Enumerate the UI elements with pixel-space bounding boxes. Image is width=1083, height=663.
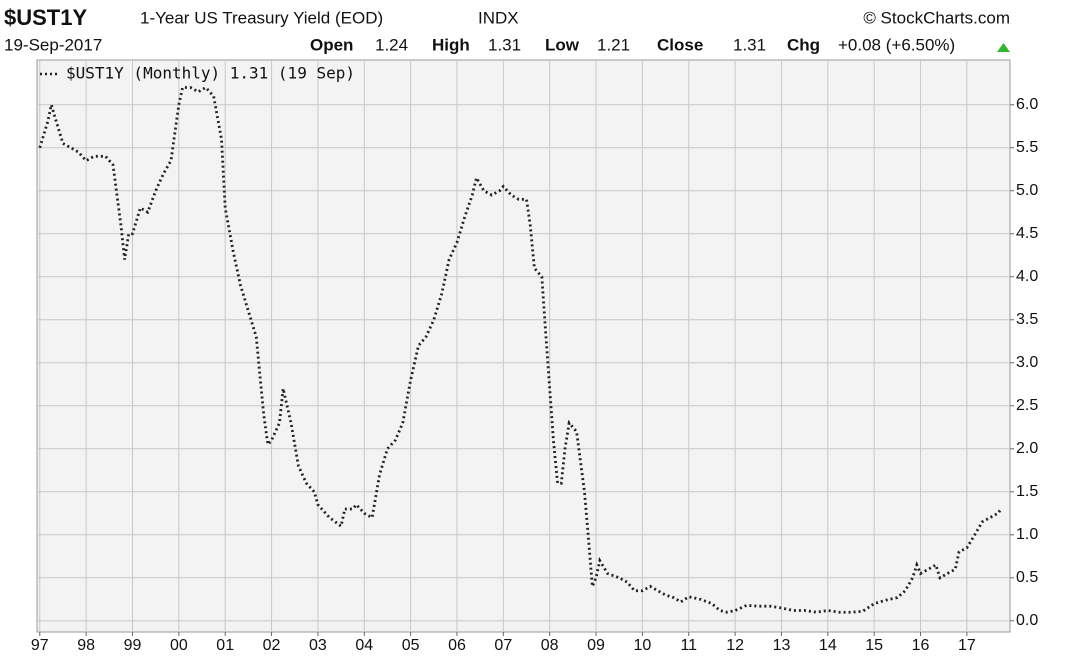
x-tick-label: 09: [587, 637, 605, 654]
y-tick-label: 0.0: [1016, 612, 1038, 629]
x-tick-label: 14: [819, 637, 837, 654]
y-tick-label: 4.5: [1016, 225, 1038, 242]
quote-value: 1.31: [488, 35, 521, 54]
y-tick-label: 2.5: [1016, 397, 1038, 414]
y-tick-label: 4.0: [1016, 268, 1038, 285]
date: 19-Sep-2017: [4, 35, 102, 54]
x-tick-label: 12: [726, 637, 744, 654]
exchange: INDX: [478, 8, 519, 27]
x-tick-label: 02: [263, 637, 281, 654]
y-tick-label: 5.0: [1016, 182, 1038, 199]
x-tick-label: 13: [773, 637, 791, 654]
quote-label: Open: [310, 35, 353, 54]
y-tick-label: 3.0: [1016, 354, 1038, 371]
x-tick-label: 08: [541, 637, 559, 654]
plot-area: [36, 59, 1011, 633]
legend-label: $UST1Y (Monthly) 1.31 (19 Sep): [66, 64, 355, 83]
x-tick-label: 15: [865, 637, 883, 654]
quote-value: 1.21: [597, 35, 630, 54]
x-tick-label: 17: [958, 637, 976, 654]
y-tick-label: 1.5: [1016, 483, 1038, 500]
quote-label: Chg: [787, 35, 820, 54]
up-arrow: [997, 43, 1010, 52]
symbol: $UST1Y: [4, 5, 87, 30]
x-tick-label: 05: [402, 637, 420, 654]
price-line: [38, 85, 1003, 614]
quote-label: High: [432, 35, 470, 54]
x-tick-label: 06: [448, 637, 466, 654]
y-tick-label: 3.5: [1016, 311, 1038, 328]
x-tick-label: 04: [355, 637, 373, 654]
x-tick-label: 07: [494, 637, 512, 654]
security-name: 1-Year US Treasury Yield (EOD): [140, 8, 383, 27]
x-tick-label: 99: [124, 637, 142, 654]
y-tick-label: 5.5: [1016, 139, 1038, 156]
y-tick-label: 0.5: [1016, 569, 1038, 586]
quote-value: +0.08 (+6.50%): [838, 35, 955, 54]
x-tick-label: 01: [216, 637, 234, 654]
quote-value: 1.24: [375, 35, 408, 54]
y-tick-label: 2.0: [1016, 440, 1038, 457]
quote-label: Low: [545, 35, 580, 54]
y-tick-label: 6.0: [1016, 96, 1038, 113]
x-tick-label: 98: [77, 637, 95, 654]
x-tick-label: 97: [31, 637, 49, 654]
x-tick-label: 11: [680, 637, 697, 654]
y-tick-label: 1.0: [1016, 526, 1038, 543]
x-tick-label: 00: [170, 637, 188, 654]
x-tick-label: 16: [912, 637, 930, 654]
quote-value: 1.31: [733, 35, 766, 54]
x-tick-label: 03: [309, 637, 327, 654]
x-tick-label: 10: [634, 637, 652, 654]
source: © StockCharts.com: [863, 8, 1010, 27]
quote-label: Close: [657, 35, 703, 54]
